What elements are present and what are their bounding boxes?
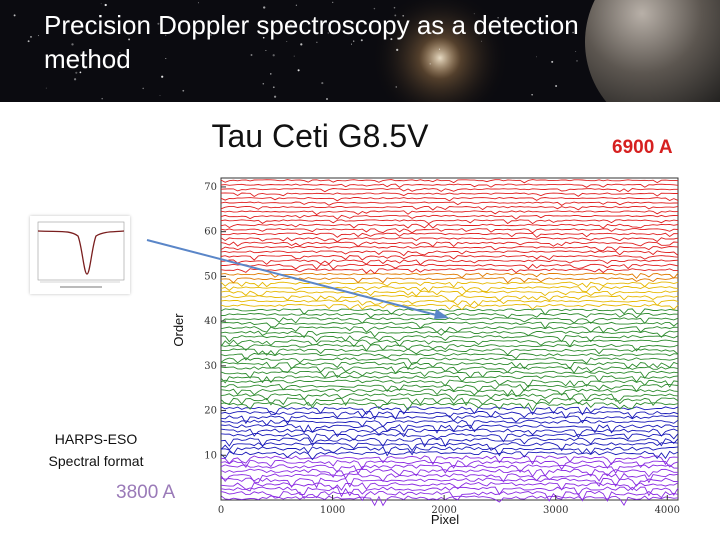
spectral-order-trace <box>220 464 679 475</box>
spectral-order-trace <box>221 263 679 270</box>
spectral-order-trace <box>220 219 679 225</box>
spectral-order-trace <box>220 370 679 379</box>
spectral-order-trace <box>220 326 679 334</box>
spectral-order-trace <box>220 335 679 343</box>
spectral-order-trace <box>220 419 679 430</box>
spectral-order-trace <box>220 459 679 471</box>
spectral-order-trace <box>220 317 679 325</box>
spectral-order-trace <box>220 294 679 302</box>
y-tick-label: 10 <box>204 450 217 461</box>
spectral-order-trace <box>220 375 679 384</box>
y-tick-label: 50 <box>204 271 217 282</box>
spectral-order-trace <box>220 183 679 188</box>
spectral-order-trace <box>220 401 679 412</box>
spectral-order-trace <box>220 468 678 480</box>
spectral-order-trace <box>220 210 679 216</box>
slide-title: Precision Doppler spectroscopy as a dete… <box>44 10 579 74</box>
spectral-order-trace <box>220 339 679 348</box>
spectral-format-note: HARPS-ESO Spectral format <box>48 431 144 469</box>
spectral-order-trace <box>220 197 679 202</box>
spectral-order-trace <box>220 179 679 184</box>
spectral-order-trace <box>220 281 679 288</box>
annotation-arrow <box>146 239 449 319</box>
spectral-order-trace <box>220 228 679 234</box>
spectral-order-trace <box>220 455 679 466</box>
star-glow <box>370 0 510 102</box>
spectral-order-trace <box>220 254 679 261</box>
x-tick-label: 3000 <box>543 505 568 516</box>
plot-area <box>220 177 679 501</box>
wavelength-label-violet: 3800 A <box>116 482 176 503</box>
spectral-order-trace <box>220 481 679 492</box>
spectral-order-trace <box>220 437 679 448</box>
y-tick-label: 60 <box>204 227 217 238</box>
spectral-order-trace <box>220 433 679 443</box>
spectral-order-trace <box>220 472 679 484</box>
spectral-order-trace <box>220 188 678 193</box>
spectral-order-trace <box>220 442 679 452</box>
spectral-order-trace <box>220 446 679 457</box>
spectral-order-trace <box>220 477 679 489</box>
spectral-order-trace <box>220 486 679 498</box>
spectral-order-trace <box>220 330 679 339</box>
spectral-order-trace <box>220 290 679 297</box>
starfield-background <box>0 0 720 102</box>
x-tick-label: 2000 <box>431 505 456 516</box>
spectral-order-trace <box>220 348 679 356</box>
wavelength-label-red: 6900 A <box>612 137 673 158</box>
spectral-order-trace <box>220 357 679 366</box>
absorption-line-profile <box>37 230 125 275</box>
spectral-order-trace <box>220 321 679 330</box>
x-axis-label: Pixel <box>431 512 459 527</box>
spectral-order-trace <box>220 272 679 279</box>
x-tick-label: 0 <box>218 505 224 516</box>
spectral-order-trace <box>220 450 679 461</box>
spectral-order-trace <box>220 308 679 316</box>
spectral-order-trace <box>220 410 679 420</box>
y-tick-label: 20 <box>204 406 217 417</box>
spectral-order-trace <box>220 250 679 257</box>
spectral-order-trace <box>220 393 679 402</box>
spectral-order-trace <box>220 352 679 361</box>
spectral-order-trace <box>220 237 679 243</box>
spectral-order-trace <box>220 286 679 293</box>
spectral-order-trace <box>220 495 679 507</box>
spectral-order-trace <box>220 205 679 211</box>
spectral-order-trace <box>220 379 679 388</box>
spectral-order-trace <box>220 201 678 206</box>
title-banner: Precision Doppler spectroscopy as a dete… <box>0 0 720 102</box>
spectral-order-trace <box>220 223 679 229</box>
spectral-order-trace <box>220 397 679 407</box>
spectral-order-trace <box>220 241 679 248</box>
spectral-order-trace <box>220 214 679 220</box>
spectral-order-trace <box>220 424 679 434</box>
spectral-order-trace <box>220 259 679 266</box>
y-tick-label: 30 <box>204 361 217 372</box>
spectral-order-trace <box>220 343 679 352</box>
spectral-order-trace <box>220 303 679 311</box>
spectral-order-trace <box>220 428 679 439</box>
line-profile-inset <box>30 216 130 294</box>
spectral-order-trace <box>220 384 679 393</box>
spectral-order-trace <box>220 268 678 275</box>
x-tick-label: 4000 <box>655 505 680 516</box>
spectral-order-trace <box>220 361 679 371</box>
spectral-order-trace <box>220 490 679 502</box>
y-tick-label: 70 <box>204 182 217 193</box>
spectral-order-trace <box>220 406 679 416</box>
spectral-order-trace <box>220 388 679 397</box>
chart-title: Tau Ceti G8.5V <box>211 118 429 154</box>
spectral-order-trace <box>220 312 679 319</box>
y-axis-label: Order <box>171 313 186 347</box>
x-tick-label: 1000 <box>320 505 345 516</box>
spectral-order-trace <box>220 192 678 198</box>
spectral-order-trace <box>220 245 679 252</box>
spectral-order-trace <box>220 366 679 375</box>
y-tick-label: 40 <box>204 316 217 327</box>
spectral-order-trace <box>220 415 679 425</box>
planet-image <box>585 0 720 102</box>
spectral-order-trace <box>220 232 679 238</box>
